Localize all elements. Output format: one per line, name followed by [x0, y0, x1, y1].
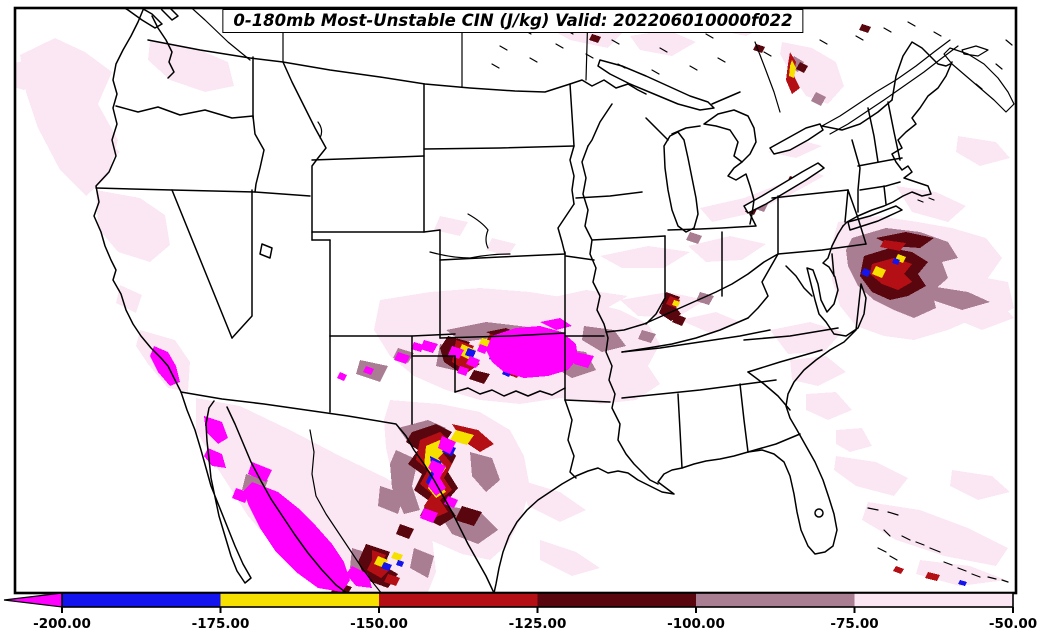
tick-label: -75.00 — [830, 616, 878, 632]
colorbar-segment — [696, 593, 855, 607]
colorbar-segment — [537, 593, 696, 607]
tick-label: -125.00 — [509, 616, 567, 632]
great-lakes — [259, 59, 825, 518]
colorbar-segment — [220, 593, 379, 607]
colorbar-segment — [62, 593, 221, 607]
tick-label: -150.00 — [350, 616, 408, 632]
tick-label: -50.00 — [989, 616, 1037, 632]
international-borders — [147, 9, 1015, 592]
tick-label: -100.00 — [667, 616, 725, 632]
colorbar: -200.00 -175.00 -150.00 -125.00 -100.00 … — [3, 592, 1037, 632]
colorbar-segment — [379, 593, 538, 607]
colorbar-segment — [854, 593, 1013, 607]
colorbar-tick-labels: -200.00 -175.00 -150.00 -125.00 -100.00 … — [33, 616, 1037, 632]
tick-label: -175.00 — [192, 616, 250, 632]
map-title: 0-180mb Most-Unstable CIN (J/kg) Valid: … — [222, 9, 804, 33]
tick-label: -200.00 — [33, 616, 91, 632]
coastlines — [93, 9, 1009, 592]
state-borders — [95, 56, 903, 485]
colorbar-ticks — [61, 607, 1014, 613]
